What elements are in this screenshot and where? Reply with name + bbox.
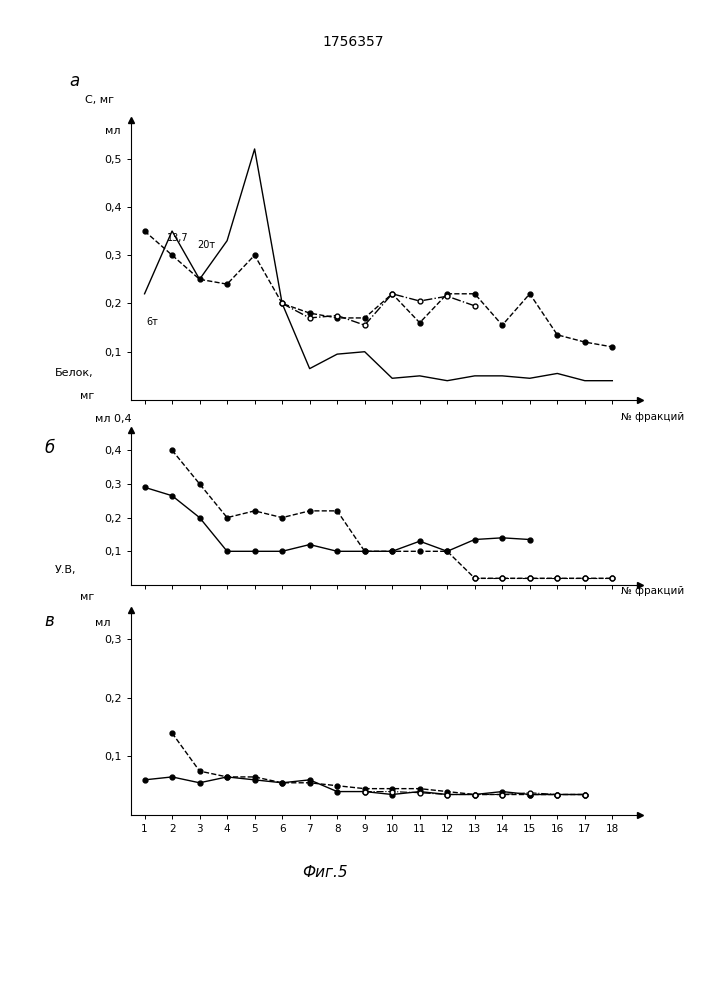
Text: мг: мг	[80, 391, 94, 401]
Text: У.В,: У.В,	[54, 565, 76, 575]
Text: мг: мг	[80, 592, 94, 602]
Text: мл: мл	[95, 618, 111, 628]
Text: № фракций: № фракций	[621, 412, 684, 422]
Text: C, мг: C, мг	[85, 95, 114, 105]
Text: мл: мл	[105, 126, 121, 136]
Text: 6т: 6т	[146, 317, 158, 327]
Text: мл 0,4: мл 0,4	[95, 414, 132, 424]
Text: 13,7: 13,7	[167, 233, 188, 243]
Text: Фиг.5: Фиг.5	[303, 865, 348, 880]
Text: 1756357: 1756357	[323, 35, 384, 49]
Text: в: в	[45, 612, 54, 630]
Text: Белок,: Белок,	[54, 368, 93, 378]
Text: а: а	[70, 72, 80, 90]
Text: № фракций: № фракций	[621, 586, 684, 596]
Text: б: б	[45, 439, 54, 457]
Text: 20т: 20т	[197, 240, 215, 250]
